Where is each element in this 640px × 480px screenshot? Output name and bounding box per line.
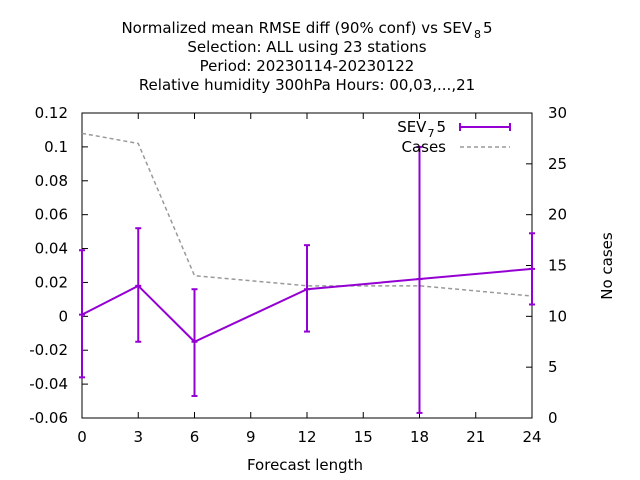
y-left-tick-label: 0.04 xyxy=(35,240,68,258)
x-tick-label: 6 xyxy=(190,428,200,446)
x-tick-label: 12 xyxy=(297,428,316,446)
x-tick-label: 15 xyxy=(354,428,373,446)
title-line-0: Normalized mean RMSE diff (90% conf) vs … xyxy=(121,19,492,41)
x-tick-label: 21 xyxy=(466,428,485,446)
series-sev xyxy=(79,145,535,414)
y-right-tick-label: 10 xyxy=(548,307,567,325)
y-right-tick-label: 0 xyxy=(548,409,558,427)
legend-label-sev: SEV7 5 xyxy=(397,118,446,140)
chart-title: Normalized mean RMSE diff (90% conf) vs … xyxy=(121,19,492,94)
sev-line xyxy=(81,267,533,343)
legend-label-cases: Cases xyxy=(401,138,446,156)
y-right-tick-label: 25 xyxy=(548,155,567,173)
x-tick-label: 3 xyxy=(133,428,143,446)
x-tick-label: 9 xyxy=(246,428,256,446)
title-line-1: Selection: ALL using 23 stations xyxy=(187,38,426,56)
title-line-3: Relative humidity 300hPa Hours: 00,03,..… xyxy=(139,76,475,94)
title-line-2: Period: 20230114-20230122 xyxy=(200,57,415,75)
y-left-tick-label: 0.08 xyxy=(35,172,68,190)
y-left-tick-label: 0 xyxy=(58,307,68,325)
y-left-tick-label: -0.02 xyxy=(29,341,68,359)
y-axis-right: 0 5 10 15 20 25 30 xyxy=(526,104,567,427)
x-axis-label: Forecast length xyxy=(247,456,363,474)
x-tick-label: 24 xyxy=(522,428,541,446)
y-left-tick-label: 0.12 xyxy=(35,104,68,122)
y-right-tick-label: 5 xyxy=(548,358,558,376)
x-axis: 0 3 6 9 12 15 18 21 24 xyxy=(77,113,542,446)
x-tick-label: 18 xyxy=(410,428,429,446)
y-right-tick-label: 30 xyxy=(548,104,567,122)
y-left-tick-label: -0.06 xyxy=(29,409,68,427)
y-right-tick-label: 15 xyxy=(548,257,567,275)
y-left-tick-label: 0.06 xyxy=(35,206,68,224)
x-tick-label: 0 xyxy=(77,428,87,446)
y-axis-right-label: No cases xyxy=(598,232,616,300)
y-left-tick-label: 0.02 xyxy=(35,273,68,291)
y-left-tick-label: -0.04 xyxy=(29,375,68,393)
y-left-tick-label: 0.1 xyxy=(44,138,68,156)
y-right-tick-label: 20 xyxy=(548,206,567,224)
y-axis-left: -0.06 -0.04 -0.02 0 0.02 0.04 0.06 0.08 0.1 0.12 xyxy=(29,104,88,427)
